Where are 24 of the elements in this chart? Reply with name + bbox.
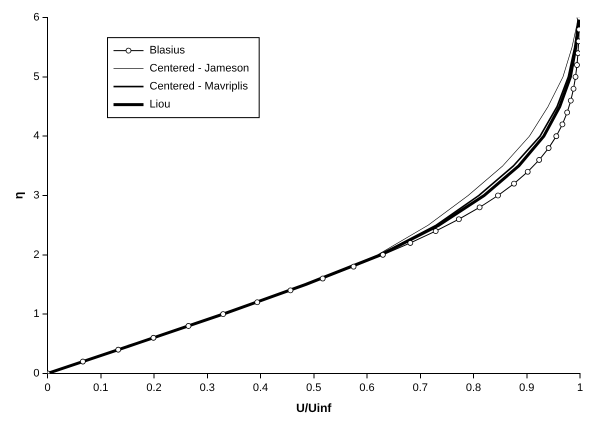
legend-label: Centered - Jameson [150,62,250,75]
legend-label: Centered - Mavriplis [150,80,248,93]
legend-label: Blasius [150,44,186,57]
y-axis-title: η [12,192,26,200]
x-tick-label: 1 [576,382,584,394]
x-tick-label: 0.1 [93,382,108,394]
x-tick-label: 0.8 [466,382,482,394]
y-tick-label: 6 [33,12,40,24]
x-tick-label: 0.5 [306,382,322,394]
x-tick-label: 0.3 [200,382,215,394]
y-tick-label: 1 [33,308,40,320]
x-tick-label: 0.2 [146,382,162,394]
x-tick-label: 0.6 [359,382,375,394]
legend-label: Liou [150,98,170,111]
x-axis-title: U/Uinf [296,401,332,416]
x-tick-label: 0.4 [252,382,268,394]
y-tick-label: 5 [33,70,40,83]
y-tick-label: 2 [33,248,40,261]
y-tick-label: 3 [33,190,40,202]
y-tick-label: 4 [33,130,40,142]
x-tick-label: 0.7 [412,382,428,394]
x-tick-label: 0.9 [519,382,534,394]
x-tick-label: 0 [44,382,51,394]
y-tick-label: 0 [33,367,40,380]
